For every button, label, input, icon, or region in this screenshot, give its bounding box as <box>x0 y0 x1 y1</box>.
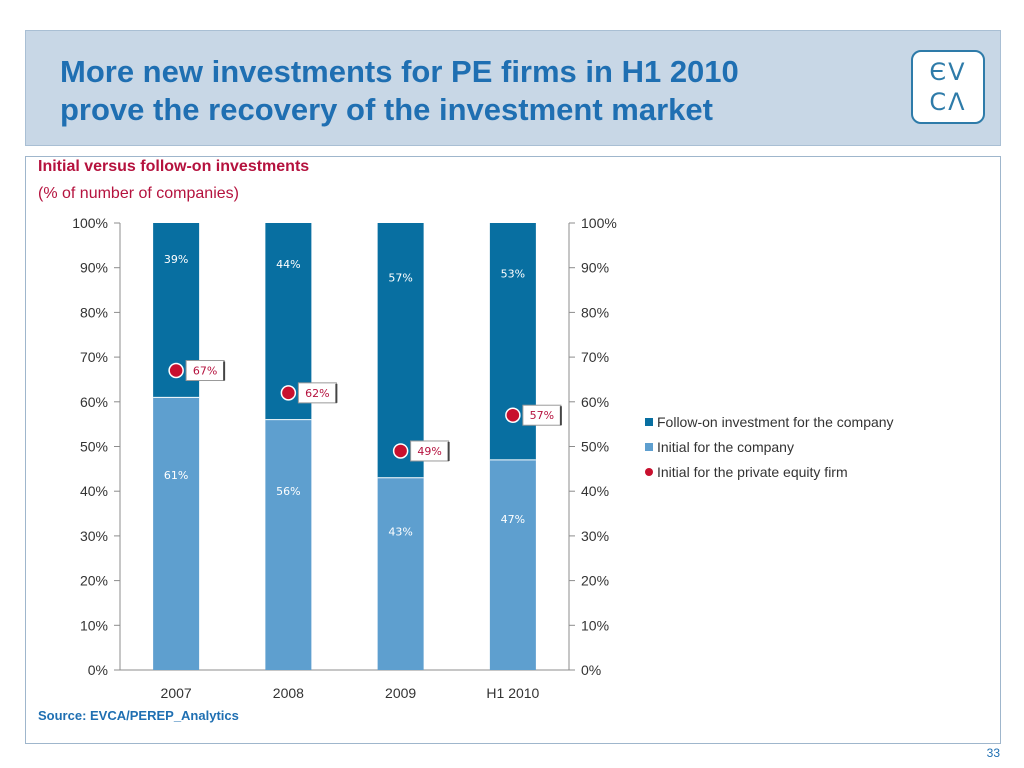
y-tick-label-left: 60% <box>80 394 108 410</box>
bar-initial-company <box>153 397 200 670</box>
bar-label-initial-company: 61% <box>164 469 188 482</box>
y-tick-label-left: 0% <box>88 662 108 678</box>
header-banner: More new investments for PE firms in H1 … <box>25 30 1001 146</box>
legend-label: Follow-on investment for the company <box>657 414 894 430</box>
y-tick-label-left: 90% <box>80 260 108 276</box>
y-tick-label-right: 100% <box>581 215 617 231</box>
bar-initial-company <box>265 419 312 670</box>
y-tick-label-right: 10% <box>581 617 609 633</box>
bar-initial-company <box>489 459 536 670</box>
y-tick-label-left: 20% <box>80 573 108 589</box>
y-tick-label-right: 40% <box>581 483 609 499</box>
y-tick-label-left: 30% <box>80 528 108 544</box>
point-initial-pe <box>505 407 521 423</box>
x-tick-label: 2007 <box>161 685 192 701</box>
page-number: 33 <box>986 746 1000 760</box>
y-tick-label-right: 70% <box>581 349 609 365</box>
bar-label-follow-on: 44% <box>276 258 300 271</box>
bar-label-initial-company: 47% <box>501 513 525 526</box>
point-initial-pe <box>392 443 409 459</box>
point-label-initial-pe: 62% <box>305 387 329 400</box>
legend-swatch <box>645 443 653 451</box>
y-tick-label-right: 60% <box>581 394 609 410</box>
source-note: Source: EVCA/PEREP_Analytics <box>38 708 239 723</box>
y-tick-label-right: 20% <box>581 573 609 589</box>
bar-label-follow-on: 53% <box>501 267 525 280</box>
logo-text-bottom: CΛ <box>929 88 967 116</box>
bar-follow-on <box>377 223 424 478</box>
point-initial-pe <box>280 385 297 401</box>
y-tick-label-left: 100% <box>72 215 108 231</box>
bar-initial-company <box>377 477 424 670</box>
page-title-line-2: prove the recovery of the investment mar… <box>60 92 713 127</box>
legend-swatch <box>645 468 653 476</box>
point-label-initial-pe: 57% <box>530 409 554 422</box>
point-label-initial-pe: 49% <box>417 445 441 458</box>
bar-label-follow-on: 39% <box>164 253 188 266</box>
point-label-initial-pe: 67% <box>193 365 217 378</box>
legend-swatch <box>645 418 653 426</box>
bar-label-initial-company: 43% <box>388 525 412 538</box>
y-tick-label-right: 50% <box>581 439 609 455</box>
evca-logo: ЄV CΛ <box>911 50 985 124</box>
x-tick-label: 2008 <box>273 685 304 701</box>
y-tick-label-left: 40% <box>80 483 108 499</box>
page-title-line-1: More new investments for PE firms in H1 … <box>60 54 739 89</box>
bar-label-initial-company: 56% <box>276 485 300 498</box>
x-tick-label: H1 2010 <box>486 685 539 701</box>
page-title: More new investments for PE firms in H1 … <box>60 53 860 129</box>
y-tick-label-right: 80% <box>581 304 609 320</box>
y-tick-label-left: 70% <box>80 349 108 365</box>
chart-title: Initial versus follow-on investments <box>38 158 310 175</box>
y-tick-label-right: 0% <box>581 662 601 678</box>
x-tick-label: 2009 <box>385 685 416 701</box>
legend-label: Initial for the private equity firm <box>657 464 848 480</box>
bar-label-follow-on: 57% <box>388 272 412 285</box>
legend-label: Initial for the company <box>657 439 794 455</box>
y-tick-label-left: 50% <box>80 439 108 455</box>
y-tick-label-right: 30% <box>581 528 609 544</box>
y-tick-label-left: 10% <box>80 617 108 633</box>
y-tick-label-left: 80% <box>80 304 108 320</box>
point-initial-pe <box>168 362 184 379</box>
chart-subtitle: (% of number of companies) <box>38 185 239 202</box>
logo-text-top: ЄV <box>929 58 967 86</box>
y-tick-label-right: 90% <box>581 260 609 276</box>
